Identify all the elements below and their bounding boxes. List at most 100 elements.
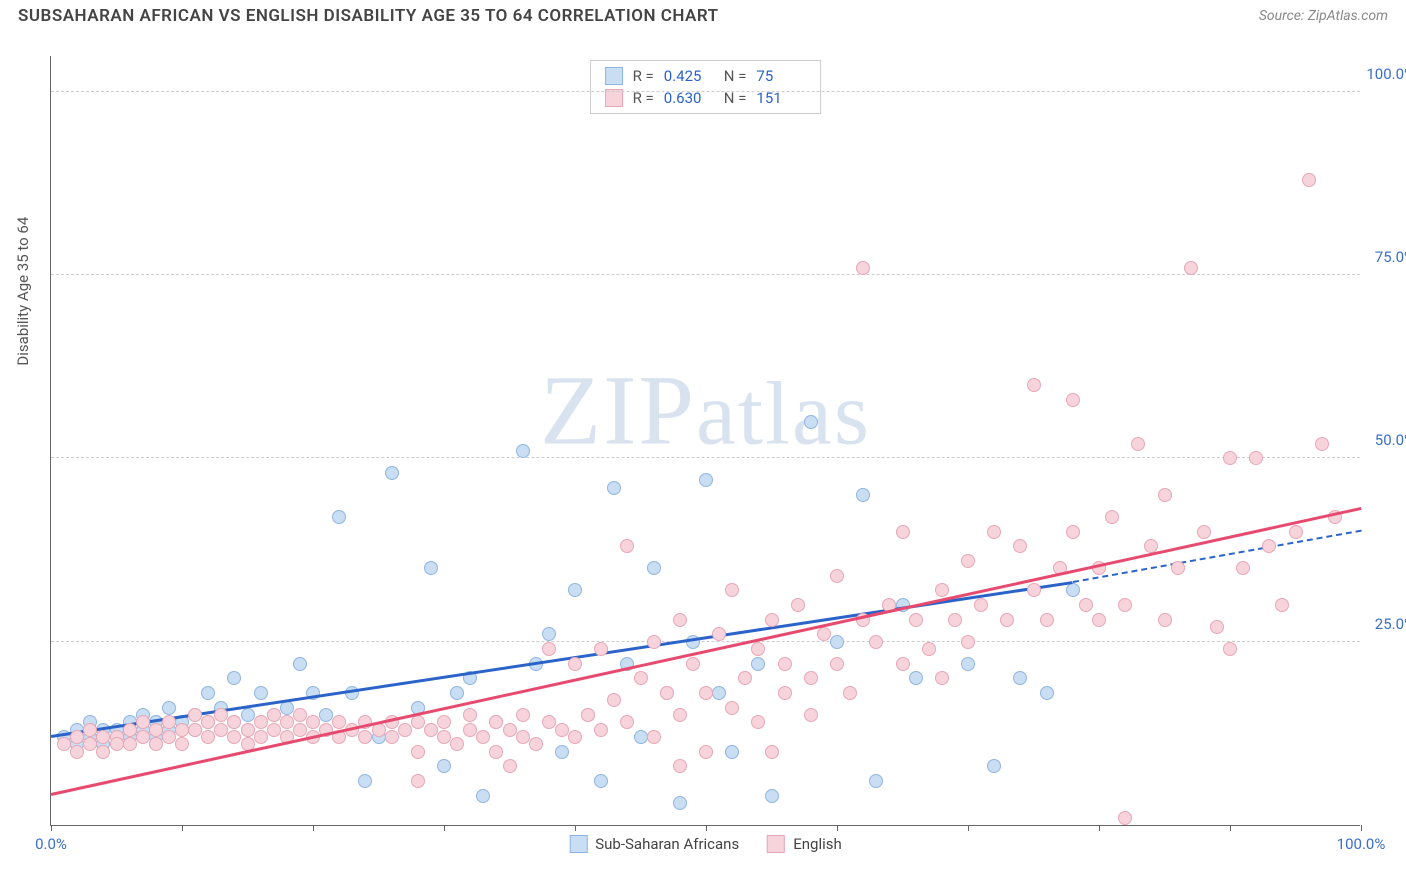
data-point — [1066, 583, 1080, 597]
data-point — [843, 686, 857, 700]
data-point — [1105, 510, 1119, 524]
data-point — [123, 737, 137, 751]
gridline — [51, 91, 1360, 92]
data-point — [293, 708, 307, 722]
data-point — [201, 686, 215, 700]
r-value-1: 0.425 — [664, 67, 714, 85]
data-point — [175, 723, 189, 737]
data-point — [542, 715, 556, 729]
data-point — [1223, 451, 1237, 465]
data-point — [686, 657, 700, 671]
data-point — [1000, 613, 1014, 627]
data-point — [647, 730, 661, 744]
data-point — [974, 598, 988, 612]
n-value-1: 75 — [756, 67, 806, 85]
x-tick — [182, 825, 183, 831]
y-axis-title: Disability Age 35 to 64 — [14, 217, 32, 366]
data-point — [1027, 378, 1041, 392]
legend-item-2: English — [767, 835, 842, 853]
data-point — [568, 730, 582, 744]
data-point — [70, 730, 84, 744]
y-tick-label: 50.0% — [1375, 431, 1406, 449]
data-point — [1236, 561, 1250, 575]
data-point — [1223, 642, 1237, 656]
gridline — [51, 641, 1360, 642]
gridline — [51, 457, 1360, 458]
data-point — [1066, 393, 1080, 407]
n-value-2: 151 — [756, 89, 806, 107]
y-tick-label: 75.0% — [1375, 248, 1406, 266]
data-point — [673, 759, 687, 773]
x-tick — [1361, 825, 1362, 831]
data-point — [568, 583, 582, 597]
data-point — [227, 730, 241, 744]
data-point — [581, 708, 595, 722]
data-point — [332, 510, 346, 524]
data-point — [96, 745, 110, 759]
data-point — [1118, 598, 1132, 612]
legend-stats: R = 0.425 N = 75 R = 0.630 N = 151 — [590, 60, 822, 114]
data-point — [909, 613, 923, 627]
data-point — [830, 657, 844, 671]
data-point — [214, 708, 228, 722]
x-tick — [1230, 825, 1231, 831]
data-point — [594, 723, 608, 737]
data-point — [1079, 598, 1093, 612]
data-point — [1171, 561, 1185, 575]
data-point — [280, 701, 294, 715]
y-tick-label: 100.0% — [1366, 65, 1406, 83]
data-point — [1027, 583, 1041, 597]
data-point — [188, 723, 202, 737]
data-point — [673, 613, 687, 627]
data-point — [293, 657, 307, 671]
data-point — [620, 715, 634, 729]
data-point — [765, 613, 779, 627]
x-tick — [575, 825, 576, 831]
data-point — [555, 745, 569, 759]
data-point — [1315, 437, 1329, 451]
data-point — [634, 730, 648, 744]
data-point — [306, 715, 320, 729]
data-point — [201, 715, 215, 729]
data-point — [254, 715, 268, 729]
data-point — [699, 745, 713, 759]
data-point — [765, 789, 779, 803]
data-point — [83, 737, 97, 751]
data-point — [817, 627, 831, 641]
data-point — [254, 686, 268, 700]
source-attribution: Source: ZipAtlas.com — [1259, 8, 1388, 24]
data-point — [804, 671, 818, 685]
data-point — [1289, 525, 1303, 539]
data-point — [267, 723, 281, 737]
data-point — [961, 635, 975, 649]
data-point — [725, 583, 739, 597]
data-point — [647, 561, 661, 575]
data-point — [961, 657, 975, 671]
data-point — [1131, 437, 1145, 451]
data-point — [503, 723, 517, 737]
data-point — [1197, 525, 1211, 539]
data-point — [922, 642, 936, 656]
data-point — [1184, 261, 1198, 275]
data-point — [699, 686, 713, 700]
data-point — [1210, 620, 1224, 634]
data-point — [450, 737, 464, 751]
data-point — [568, 657, 582, 671]
swatch-series-1 — [605, 67, 623, 85]
data-point — [712, 627, 726, 641]
data-point — [96, 730, 110, 744]
data-point — [149, 737, 163, 751]
data-point — [948, 613, 962, 627]
data-point — [607, 693, 621, 707]
r-value-2: 0.630 — [664, 89, 714, 107]
x-tick-label: 100.0% — [1337, 835, 1386, 853]
scatter-chart: ZIPatlas R = 0.425 N = 75 R = 0.630 N = … — [50, 56, 1360, 826]
data-point — [476, 730, 490, 744]
data-point — [162, 715, 176, 729]
data-point — [516, 730, 530, 744]
data-point — [634, 671, 648, 685]
data-point — [555, 723, 569, 737]
data-point — [647, 635, 661, 649]
data-point — [83, 723, 97, 737]
data-point — [935, 671, 949, 685]
